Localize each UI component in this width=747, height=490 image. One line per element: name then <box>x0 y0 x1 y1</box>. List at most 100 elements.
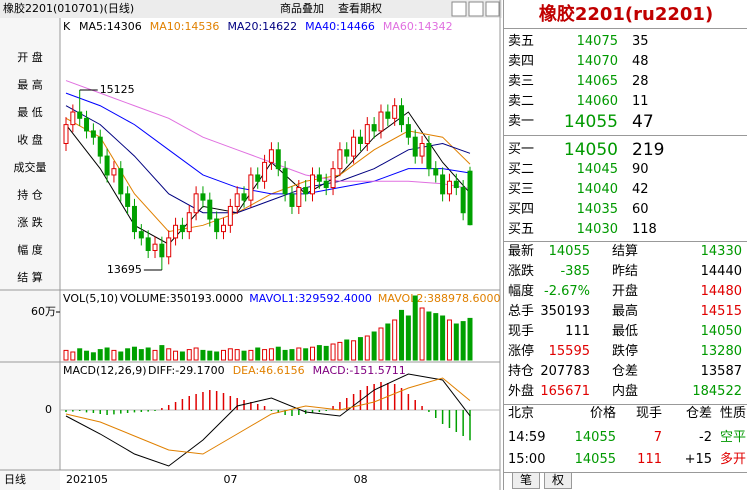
macd-legend: MACD:-151.5711 <box>313 364 406 377</box>
candle-body <box>131 205 137 233</box>
stat-label: 涨跌 <box>508 264 535 279</box>
menu-item[interactable]: 商品叠加 <box>280 1 324 15</box>
stat-value: 14515 <box>700 304 742 319</box>
macd-line <box>65 373 471 467</box>
candle-body <box>316 174 322 182</box>
stat-label: 开盘 <box>612 284 639 299</box>
volume-bar <box>159 345 165 361</box>
bid-label: 买三 <box>508 182 535 197</box>
indicator-label: K <box>63 20 71 33</box>
volume-bar <box>255 347 261 361</box>
sidebar-item: 最 低 <box>17 106 43 119</box>
tick-cell: 多开 <box>719 452 746 467</box>
volume-bar <box>405 315 411 361</box>
candle-body <box>227 205 233 226</box>
stat-label: 外盘 <box>508 384 535 399</box>
bid-label: 买五 <box>508 222 535 237</box>
sidebar-item: 涨 跌 <box>17 215 43 229</box>
volume-bar <box>371 331 377 361</box>
ask-price: 14065 <box>576 74 618 89</box>
ma-line <box>65 105 471 214</box>
volume-bar <box>337 341 343 361</box>
tab[interactable]: 笔 <box>512 473 540 489</box>
stat-value: 14050 <box>700 324 742 339</box>
stat-label: 仓差 <box>612 364 639 379</box>
candle-body <box>460 187 466 214</box>
stat-label: 最低 <box>612 324 639 339</box>
stat-value: 14440 <box>700 264 742 279</box>
bid-volume: 90 <box>632 162 649 177</box>
candle-body <box>289 193 295 207</box>
volume-bar <box>111 349 117 361</box>
chart: 橡胶2201(010701)(日线) 商品叠加 查看期权 K 日线 VOL(5,… <box>0 0 502 490</box>
stat-value: -2.67% <box>544 284 590 299</box>
stat-value: 13587 <box>700 364 742 379</box>
volume-bar <box>90 352 96 361</box>
volume-bar <box>303 348 309 361</box>
tick-header: 性质 <box>719 406 746 421</box>
candle-body <box>70 111 76 126</box>
ask-label: 卖三 <box>508 74 535 89</box>
candle-body <box>152 243 158 251</box>
ask-volume: 28 <box>632 74 649 89</box>
volume-bar <box>166 348 172 361</box>
candle-body <box>77 111 83 119</box>
stat-label: 涨停 <box>508 344 535 359</box>
candle-body <box>310 174 316 195</box>
volume-bar <box>399 309 405 361</box>
volume-bar <box>392 319 398 361</box>
volume-bar <box>433 313 439 361</box>
candle-body <box>446 180 452 195</box>
sidebar <box>0 18 60 490</box>
candle-body <box>97 136 103 157</box>
candle-body <box>385 111 391 119</box>
title-bar <box>0 0 502 18</box>
volume-bar <box>419 307 425 361</box>
x-tick-label: 202105 <box>66 473 108 486</box>
rule <box>504 241 747 242</box>
tick-cell: 14:59 <box>508 430 546 445</box>
sidebar-item: 最 高 <box>17 78 43 92</box>
stat-value: 15595 <box>548 344 590 359</box>
ask-label: 卖二 <box>508 94 535 109</box>
candle-body <box>351 136 357 157</box>
volume-bar <box>296 347 302 361</box>
volume-bar <box>344 339 350 361</box>
macd-legend: DIFF:-29.1700 <box>148 364 225 377</box>
volume-bar <box>357 337 363 361</box>
volume-bar <box>241 350 247 361</box>
stat-label: 幅度 <box>508 284 535 299</box>
sidebar-item: 幅 度 <box>17 243 43 257</box>
macd-title: MACD(12,26,9) <box>63 364 147 377</box>
button[interactable] <box>485 1 500 17</box>
volume-bar <box>104 347 110 361</box>
volume-bar <box>248 349 254 361</box>
tick-header: 北京 <box>508 406 535 421</box>
rule <box>504 135 747 136</box>
quote-panel: 橡胶2201(ru2201) 卖五 14075 35 卖四 14070 48 卖三 14065 2… <box>503 0 747 490</box>
menu-item[interactable]: 查看期权 <box>338 1 382 15</box>
volume-legend: MAVOL2:388978.6000 <box>378 292 501 305</box>
candle-body <box>186 212 192 233</box>
stat-label: 跌停 <box>612 344 639 359</box>
stat-value: 207783 <box>540 364 590 379</box>
candle-body <box>392 105 398 119</box>
stat-value: 14055 <box>548 244 590 259</box>
tick-cell: 14055 <box>574 452 616 467</box>
button[interactable] <box>451 1 467 17</box>
rule <box>504 404 747 405</box>
tab[interactable]: 权 <box>544 473 572 489</box>
candle-body <box>173 224 179 239</box>
volume-bar <box>446 319 452 361</box>
ask-volume: 48 <box>632 54 649 69</box>
candle-body <box>241 193 247 201</box>
ask-label: 卖四 <box>508 54 535 69</box>
candle-body <box>84 117 90 132</box>
volume-bar <box>138 349 144 361</box>
stat-value: 14330 <box>700 244 742 259</box>
button[interactable] <box>468 1 484 17</box>
tick-cell: 111 <box>637 452 662 467</box>
candle-body <box>433 168 439 176</box>
tick-cell: 7 <box>653 430 662 445</box>
candle-body <box>111 168 117 176</box>
